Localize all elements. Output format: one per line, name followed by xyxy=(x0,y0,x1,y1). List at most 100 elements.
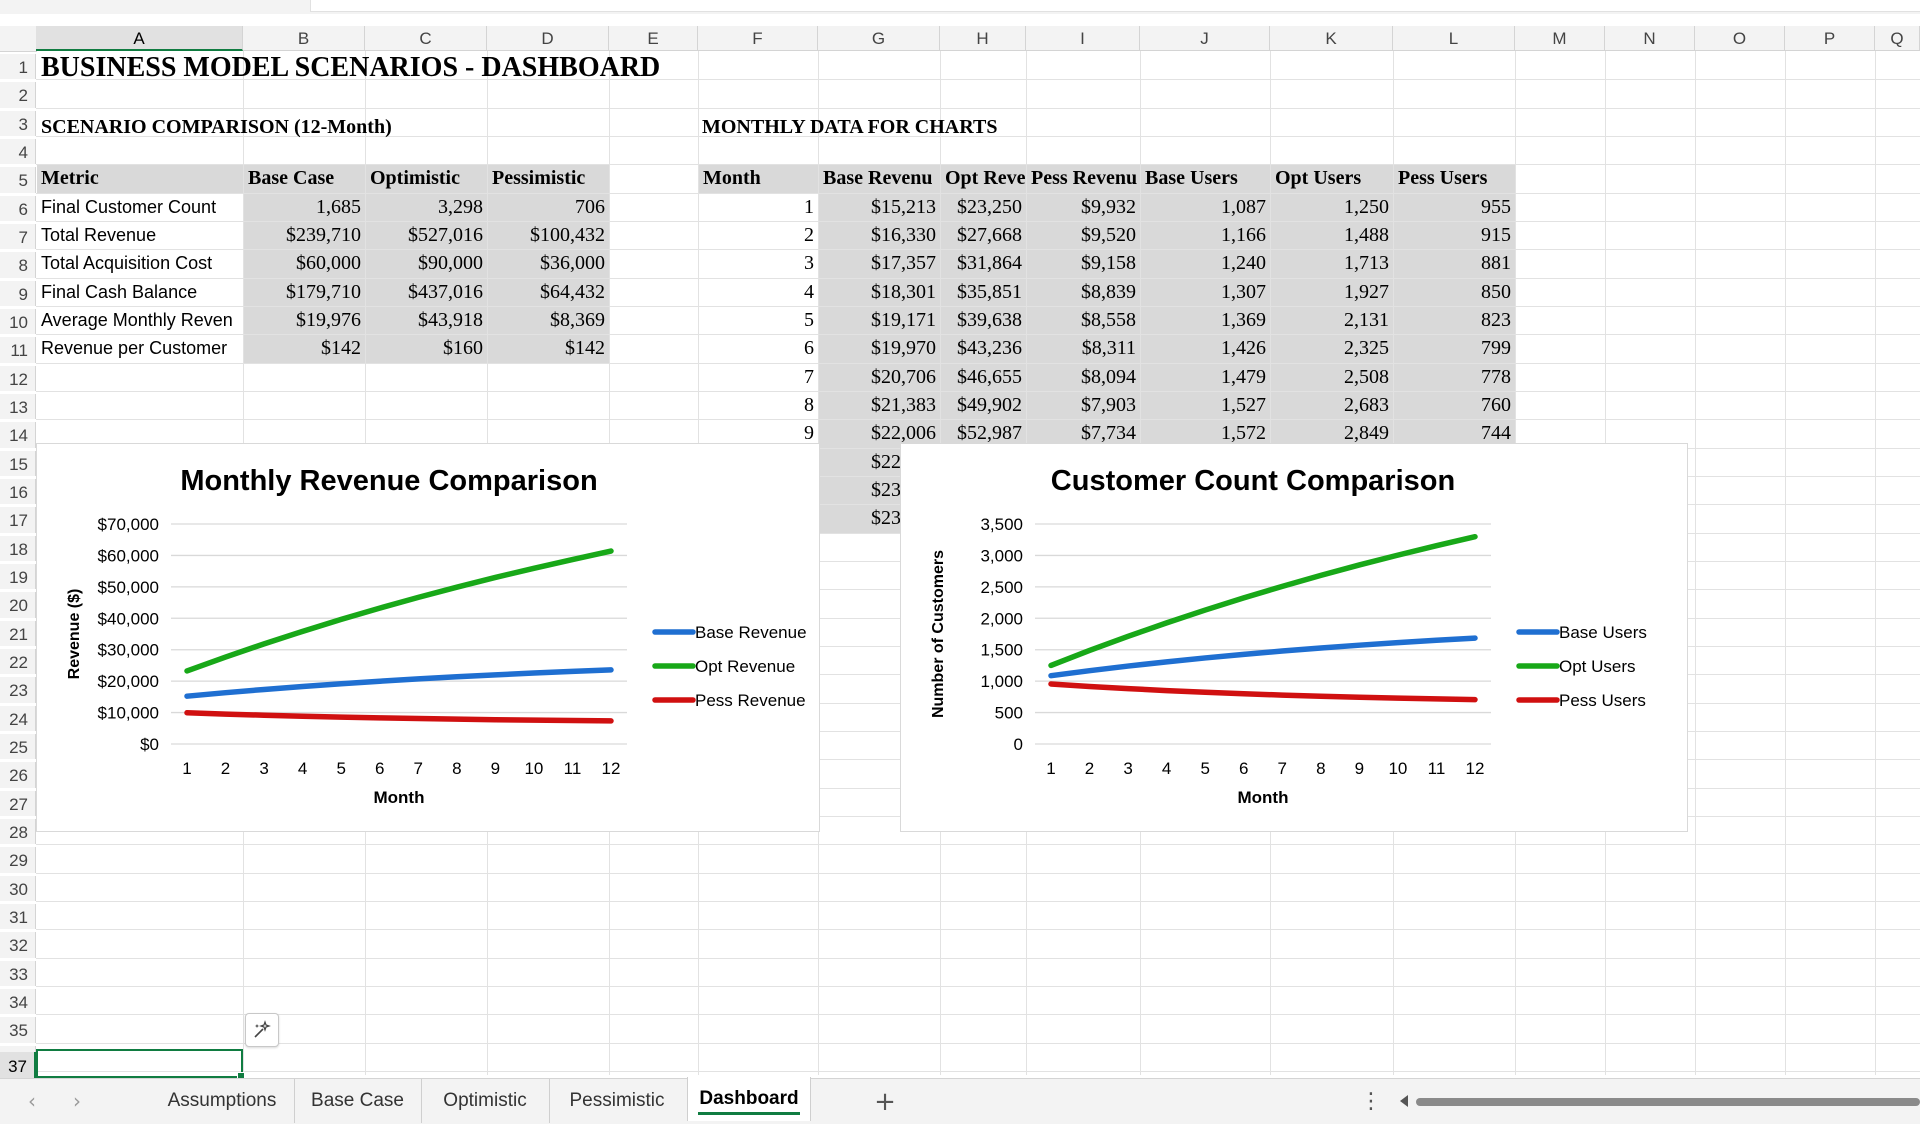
metric-value[interactable]: $8,369 xyxy=(488,306,609,335)
row-header-30[interactable]: 30 xyxy=(0,875,36,901)
column-header-O[interactable]: O xyxy=(1695,26,1785,51)
monthly-cell[interactable]: 6 xyxy=(804,337,814,360)
monthly-cell[interactable]: 1,713 xyxy=(1271,250,1393,278)
monthly-cell[interactable]: 2,131 xyxy=(1271,306,1393,335)
monthly-header[interactable]: Opt Revenue xyxy=(941,165,1026,193)
monthly-cell[interactable]: 915 xyxy=(1394,221,1515,250)
monthly-header[interactable]: Base Revenu xyxy=(819,165,940,193)
metric-label[interactable]: Revenue per Customer xyxy=(41,338,228,359)
active-cell-A37[interactable] xyxy=(36,1049,245,1080)
horizontal-scrollbar[interactable] xyxy=(1400,1095,1920,1109)
monthly-cell[interactable]: $17,357 xyxy=(819,250,940,278)
plus-icon[interactable]: + xyxy=(874,1087,896,1117)
monthly-cell[interactable]: 1,426 xyxy=(1141,335,1270,363)
monthly-cell[interactable]: $49,902 xyxy=(941,391,1026,420)
monthly-cell[interactable]: $21,383 xyxy=(819,391,940,420)
monthly-cell[interactable]: 778 xyxy=(1394,363,1515,391)
column-header-I[interactable]: I xyxy=(1026,26,1140,51)
comparison-header[interactable]: Optimistic xyxy=(366,165,487,193)
monthly-header[interactable]: Month xyxy=(699,165,818,193)
monthly-cell[interactable]: 1,369 xyxy=(1141,306,1270,335)
tab-base-case[interactable]: Base Case xyxy=(294,1079,422,1123)
column-header-A[interactable]: A xyxy=(36,26,243,51)
row-header-20[interactable]: 20 xyxy=(0,592,36,618)
row-header-15[interactable]: 15 xyxy=(0,450,36,476)
monthly-header[interactable]: Opt Users xyxy=(1271,165,1393,193)
row-header-10[interactable]: 10 xyxy=(0,308,36,335)
monthly-cell[interactable]: $35,851 xyxy=(941,278,1026,306)
monthly-cell[interactable]: 1,240 xyxy=(1141,250,1270,278)
metric-label[interactable]: Total Revenue xyxy=(41,224,157,245)
monthly-cell[interactable]: 1,479 xyxy=(1141,363,1270,391)
monthly-cell[interactable]: 2 xyxy=(804,223,814,246)
select-all-corner[interactable] xyxy=(0,26,37,52)
row-header-1[interactable]: 1 xyxy=(0,54,36,80)
row-header-21[interactable]: 21 xyxy=(0,620,36,646)
customer-chart[interactable]: Customer Count Comparison 0 500 1,000 1,500 2… xyxy=(900,443,1688,832)
row-header-31[interactable]: 31 xyxy=(0,903,36,930)
metric-value[interactable]: $179,710 xyxy=(244,278,365,306)
comparison-header[interactable]: Base Case xyxy=(244,165,365,193)
monthly-cell[interactable]: $39,638 xyxy=(941,306,1026,335)
monthly-cell[interactable]: 1,307 xyxy=(1141,278,1270,306)
monthly-cell[interactable]: $23,250 xyxy=(941,193,1026,221)
metric-value[interactable]: $527,016 xyxy=(366,221,487,250)
monthly-header[interactable]: Pess Revenu xyxy=(1027,165,1140,193)
monthly-cell[interactable]: 1,166 xyxy=(1141,221,1270,250)
row-header-2[interactable]: 2 xyxy=(0,82,36,108)
row-header-27[interactable]: 27 xyxy=(0,790,36,816)
monthly-cell[interactable]: 1,927 xyxy=(1271,278,1393,306)
row-header-18[interactable]: 18 xyxy=(0,535,36,561)
monthly-cell[interactable]: $8,558 xyxy=(1027,306,1140,335)
tab-dashboard[interactable]: Dashboard xyxy=(687,1077,811,1121)
vertical-ellipsis-icon[interactable]: ⋮ xyxy=(1360,1089,1382,1114)
tab-pessimistic[interactable]: Pessimistic xyxy=(549,1079,685,1123)
monthly-cell[interactable]: 3 xyxy=(804,252,814,275)
row-header-3[interactable]: 3 xyxy=(0,110,36,136)
monthly-cell[interactable]: 881 xyxy=(1394,250,1515,278)
monthly-cell[interactable]: 799 xyxy=(1394,335,1515,363)
row-header-34[interactable]: 34 xyxy=(0,988,36,1015)
monthly-cell[interactable]: 2,325 xyxy=(1271,335,1393,363)
column-header-G[interactable]: G xyxy=(818,26,940,51)
metric-value[interactable]: 706 xyxy=(488,193,609,221)
row-header-28[interactable]: 28 xyxy=(0,818,36,845)
monthly-cell[interactable]: $8,094 xyxy=(1027,363,1140,391)
monthly-cell[interactable]: 2,508 xyxy=(1271,363,1393,391)
column-header-B[interactable]: B xyxy=(243,26,365,51)
column-header-L[interactable]: L xyxy=(1393,26,1515,51)
chevron-right-icon[interactable]: › xyxy=(73,1089,81,1113)
scroll-left-icon[interactable] xyxy=(1400,1095,1408,1107)
row-header-17[interactable]: 17 xyxy=(0,507,36,533)
column-header-H[interactable]: H xyxy=(940,26,1026,51)
row-header-5[interactable]: 5 xyxy=(0,167,36,193)
row-header-37[interactable]: 37 xyxy=(0,1052,36,1078)
monthly-cell[interactable]: $46,655 xyxy=(941,363,1026,391)
row-header-4[interactable]: 4 xyxy=(0,138,36,165)
metric-label[interactable]: Final Cash Balance xyxy=(41,281,198,302)
row-header-9[interactable]: 9 xyxy=(0,280,36,306)
tab-assumptions[interactable]: Assumptions xyxy=(150,1079,295,1123)
metric-value[interactable]: $142 xyxy=(244,335,365,363)
chevron-left-icon[interactable]: ‹ xyxy=(28,1089,36,1113)
column-header-M[interactable]: M xyxy=(1515,26,1605,51)
monthly-cell[interactable]: 9 xyxy=(804,422,814,445)
row-header-22[interactable]: 22 xyxy=(0,648,36,675)
metric-value[interactable]: $36,000 xyxy=(488,250,609,278)
metric-label[interactable]: Average Monthly Reven xyxy=(41,309,233,330)
column-header-K[interactable]: K xyxy=(1270,26,1393,51)
metric-value[interactable]: $19,976 xyxy=(244,306,365,335)
row-header-19[interactable]: 19 xyxy=(0,563,36,590)
monthly-cell[interactable]: $8,839 xyxy=(1027,278,1140,306)
monthly-cell[interactable]: $9,520 xyxy=(1027,221,1140,250)
column-header-E[interactable]: E xyxy=(609,26,698,51)
row-header-29[interactable]: 29 xyxy=(0,847,36,873)
monthly-cell[interactable]: 1,488 xyxy=(1271,221,1393,250)
monthly-cell[interactable]: 8 xyxy=(804,393,814,416)
column-header-F[interactable]: F xyxy=(698,26,818,51)
monthly-cell[interactable]: 760 xyxy=(1394,391,1515,420)
monthly-cell[interactable]: $15,213 xyxy=(819,193,940,221)
row-header-23[interactable]: 23 xyxy=(0,677,36,703)
scroll-thumb[interactable] xyxy=(1416,1098,1920,1106)
metric-value[interactable]: $160 xyxy=(366,335,487,363)
